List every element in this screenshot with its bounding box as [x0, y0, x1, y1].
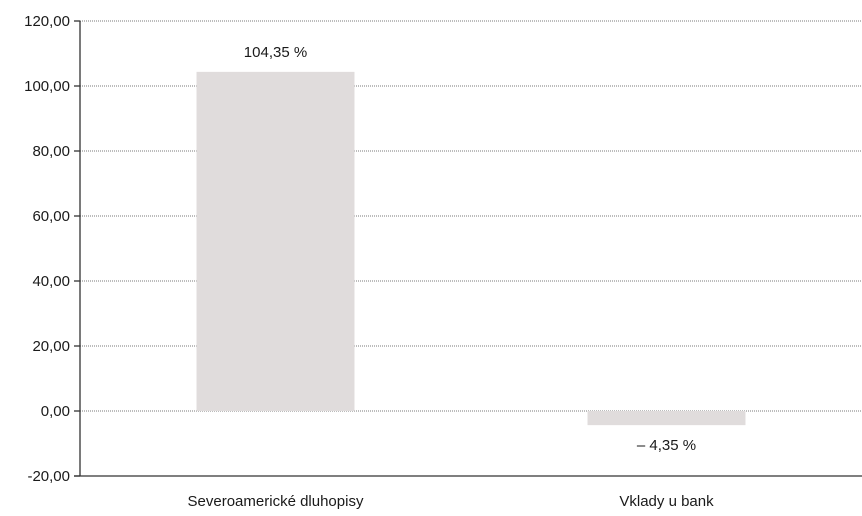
data-label: 104,35 %: [244, 44, 307, 61]
category-label: Vklady u bank: [619, 493, 714, 510]
y-tick-label: 0,00: [41, 403, 70, 420]
y-tick-label: 80,00: [32, 143, 70, 160]
y-tick-label: 100,00: [24, 78, 70, 95]
y-tick-label: 20,00: [32, 338, 70, 355]
y-tick-labels: 120,00 100,00 80,00 60,00 40,00 20,00 0,00 -20,…: [24, 13, 80, 485]
bar: [588, 411, 746, 425]
data-label: – 4,35 %: [637, 437, 696, 454]
category-labels: Severoamerické dluhopisy Vklady u bank: [188, 493, 715, 510]
bars: [197, 72, 746, 425]
y-tick-label: -20,00: [27, 468, 70, 485]
y-tick-label: 40,00: [32, 273, 70, 290]
y-tick-label: 60,00: [32, 208, 70, 225]
bar: [197, 72, 355, 411]
y-tick-label: 120,00: [24, 13, 70, 30]
category-label: Severoamerické dluhopisy: [188, 493, 364, 510]
